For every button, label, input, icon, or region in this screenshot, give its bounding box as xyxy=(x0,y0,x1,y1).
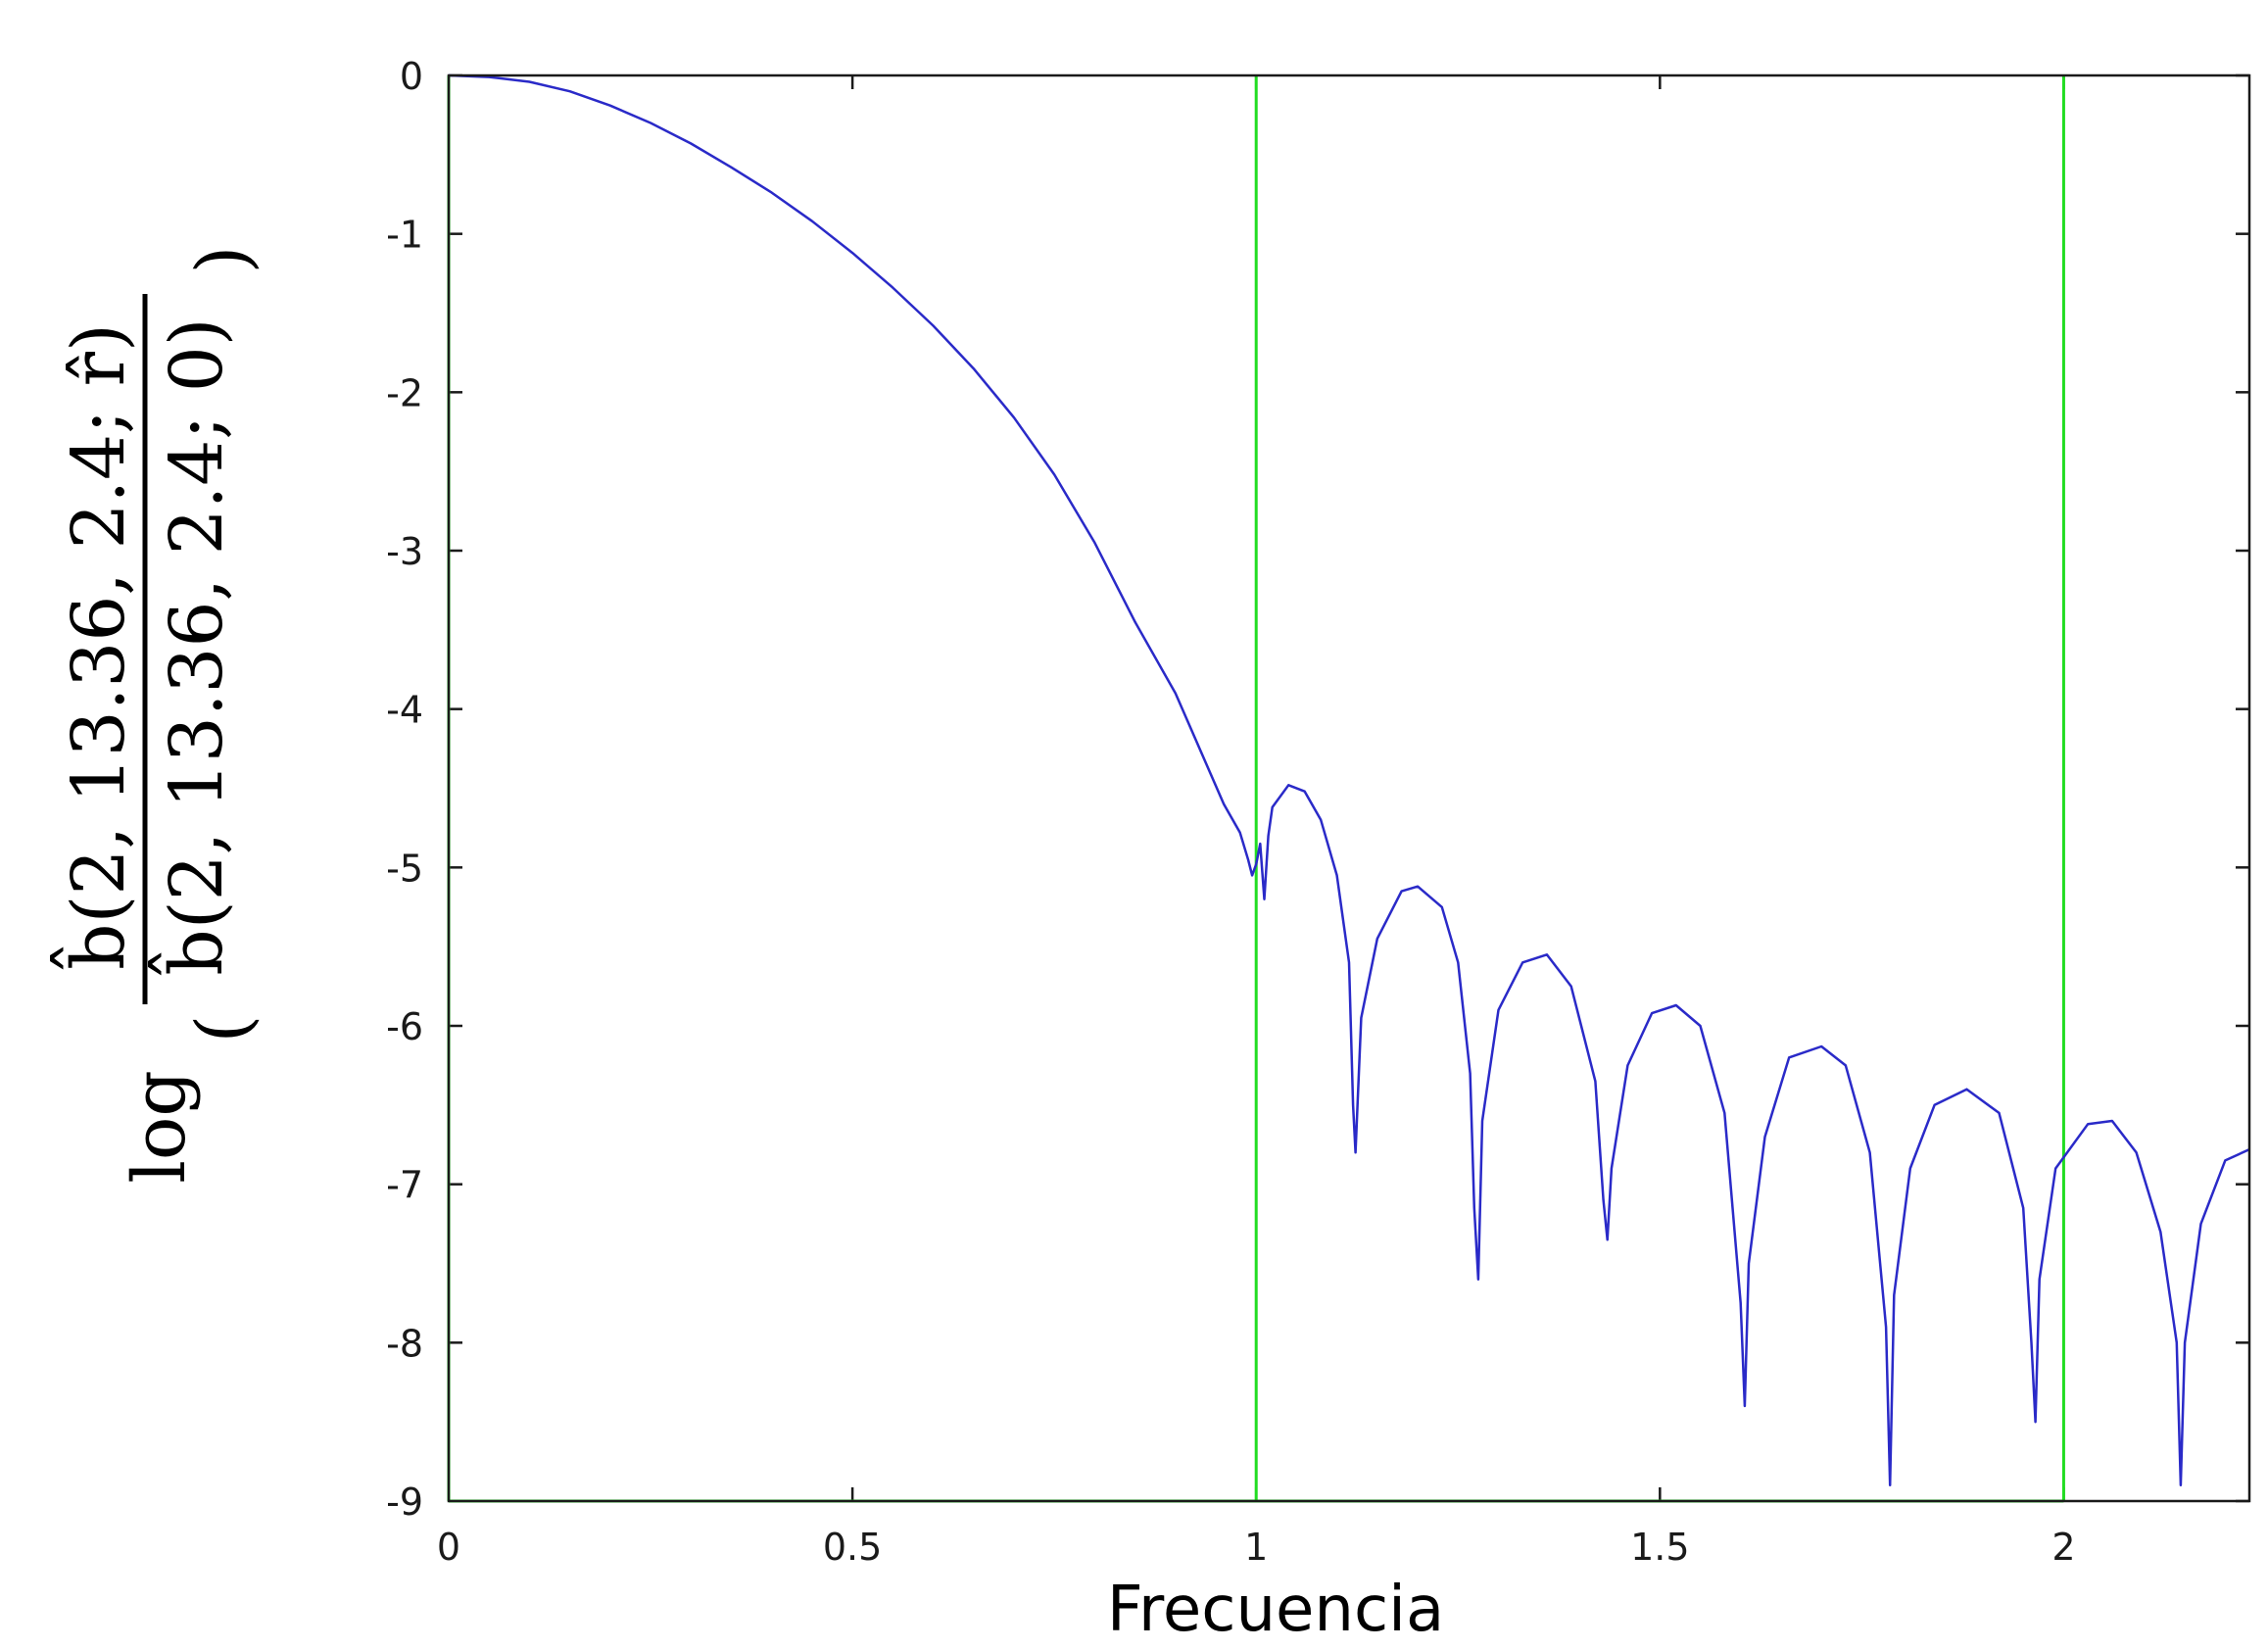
y-tick-label: -9 xyxy=(386,1480,423,1524)
y-tick-label: -6 xyxy=(386,1005,423,1048)
x-tick-label: 1 xyxy=(1244,1526,1268,1569)
series-line xyxy=(448,73,2250,1487)
y-axis-label-numerator: b̂(2, 13.36, 2.4; r̂) xyxy=(49,323,141,970)
y-axis-label-open-paren: ( xyxy=(181,1015,265,1043)
y-tick-label: -3 xyxy=(386,530,423,573)
y-tick-label: -2 xyxy=(386,371,423,414)
y-axis-label: log ( b̂(2, 13.36, 2.4; r̂) b̂(2, 13.36,… xyxy=(49,246,265,1184)
y-tick-label: -8 xyxy=(386,1322,423,1365)
y-axis-label-prefix: log xyxy=(118,1070,202,1184)
x-tick-label: 1.5 xyxy=(1630,1526,1689,1569)
x-tick-label: 0 xyxy=(437,1526,460,1569)
y-axis-label-close-paren: ) xyxy=(181,246,265,274)
axes-box xyxy=(447,73,2251,1503)
reference-lines xyxy=(447,75,2065,1503)
data-series xyxy=(448,73,2250,1487)
x-tick-label: 0.5 xyxy=(823,1526,882,1569)
x-axis-label: Frecuencia xyxy=(1107,1574,1444,1646)
y-tick-label: -1 xyxy=(386,214,423,257)
y-axis-label-denominator: b̂(2, 13.36, 2.4; 0) xyxy=(147,317,239,976)
x-tick-label: 2 xyxy=(2051,1526,2075,1569)
y-tick-label: -5 xyxy=(386,847,423,890)
x-axis-ticks: 0 0.5 1 1.5 2 xyxy=(437,75,2076,1569)
y-axis-ticks: 0 -1 -2 -3 -4 -5 -6 -7 -8 -9 xyxy=(386,55,2249,1524)
y-tick-label: -7 xyxy=(386,1164,423,1207)
y-tick-label: 0 xyxy=(400,55,423,98)
y-tick-label: -4 xyxy=(386,689,423,732)
